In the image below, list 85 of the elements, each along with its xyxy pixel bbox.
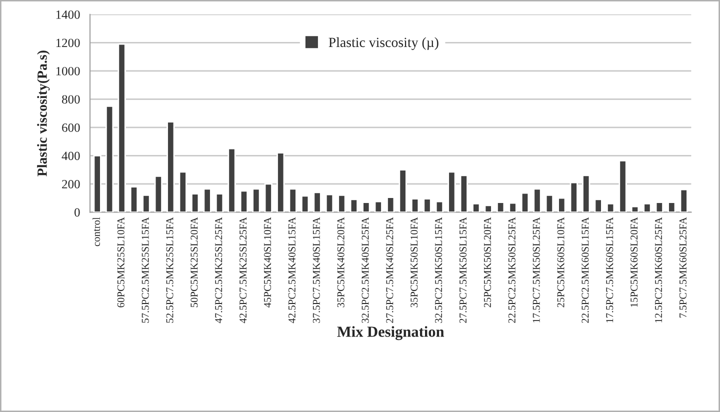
x-tick-label: 32.5PC2.5MK40SL25FA <box>362 217 369 323</box>
x-tick-label: 50PC5MK25SL20FA <box>190 217 198 308</box>
bar <box>325 194 334 212</box>
bar <box>680 188 688 212</box>
y-tick-label: 1000 <box>56 66 80 76</box>
bar <box>386 196 395 212</box>
y-tick-label: 600 <box>62 123 80 132</box>
bar <box>472 203 480 212</box>
x-tick-label: 42.5PC7.5MK25SL25FA <box>240 217 247 324</box>
legend-label: Plastic viscosity (µ) <box>328 37 438 50</box>
bar <box>496 202 505 212</box>
bar <box>582 174 590 212</box>
x-tick-label: 22.5PC2.5MK50SL25FA <box>508 217 516 323</box>
bar <box>460 174 468 212</box>
bar <box>655 202 664 212</box>
bar <box>398 169 407 212</box>
bar <box>191 193 200 212</box>
bar <box>520 192 530 212</box>
bar <box>288 188 297 212</box>
x-tick-label: control <box>92 217 100 246</box>
x-tick-label: 35PC5MK40SL20FA <box>337 217 344 308</box>
bar <box>668 202 676 212</box>
bar <box>594 198 602 212</box>
bar <box>338 194 346 212</box>
x-tick-label: 45PC5MK40SL10FA <box>264 217 272 308</box>
bar <box>166 121 175 212</box>
x-axis-title: Mix Designation <box>337 326 444 340</box>
bar <box>240 190 248 212</box>
bar <box>118 43 126 212</box>
x-tick-label: 42.5PC2.5MK40SL15FA <box>288 217 296 324</box>
bar <box>93 154 102 212</box>
x-tick-label: 57.5PC2.5MK25SL15FA <box>142 217 149 323</box>
bar <box>606 203 615 212</box>
bar <box>484 204 492 212</box>
x-tick-label: 25PC5MK60SL10FA <box>557 217 564 308</box>
x-tick-label: 60PC5MK25SL10FA <box>117 217 124 308</box>
bar <box>410 198 420 212</box>
x-tick-label: 52.5PC7.5MK25SL15FA <box>166 217 174 323</box>
bar <box>142 194 150 212</box>
bar <box>435 200 444 212</box>
bar <box>570 182 578 212</box>
x-tick-label: 47.5PC2.5MK25SL25FA <box>215 217 222 324</box>
bar <box>630 206 640 212</box>
bar <box>545 194 554 212</box>
bar <box>154 175 162 212</box>
bar <box>618 160 627 212</box>
x-tick-label: 22.5PC2.5MK60SL15FA <box>582 217 589 323</box>
x-tick-label: 37.5PC7.5MK40SL15FA <box>312 217 320 323</box>
bar <box>252 188 260 212</box>
bar <box>215 193 224 212</box>
bar <box>276 152 285 212</box>
bar <box>350 198 358 212</box>
bar <box>228 148 236 212</box>
bar <box>264 183 272 212</box>
y-tick-label: 400 <box>62 152 80 160</box>
x-tick-label: 12.5PC2.5MK60SL25FA <box>655 217 662 322</box>
y-tick-label: 800 <box>62 95 80 104</box>
x-tick-label: 35PC5MK50SL10FA <box>410 217 418 308</box>
x-tick-label: 27.5PC7.5MK50SL15FA <box>459 217 467 323</box>
x-tick-label: 15PC5MK60SL20FA <box>630 217 638 307</box>
bar <box>448 171 456 212</box>
bar <box>558 197 566 212</box>
bar <box>105 106 114 212</box>
bar <box>203 188 212 212</box>
bar <box>423 198 432 212</box>
x-tick-label: 17.5PC7.5MK60SL15FA <box>606 217 614 322</box>
x-tick-label: 25PC5MK50SL20FA <box>484 217 491 308</box>
x-tick-label: 7.5PC7.5MK60SL25FA <box>679 217 687 318</box>
y-tick-label: 0 <box>74 208 80 217</box>
y-tick-label: 1400 <box>56 10 80 19</box>
bar <box>374 200 382 212</box>
bar <box>301 195 310 212</box>
bar <box>533 188 542 212</box>
bar <box>313 192 322 212</box>
y-tick-label: 1200 <box>56 38 80 48</box>
bar <box>362 202 370 212</box>
x-tick-label: 27.5PC7.5MK40SL25FA <box>386 217 394 323</box>
bar <box>130 186 138 212</box>
y-axis-title: Plastic viscosity(Pa.s) <box>37 50 50 176</box>
x-tick-label: 17.5PC7.5MK50SL25FA <box>532 217 540 322</box>
y-tick-label: 200 <box>62 180 80 188</box>
x-tick-label: 32.5PC2.5MK50SL15FA <box>435 217 442 323</box>
bar <box>508 202 517 212</box>
bar <box>178 171 187 212</box>
bar <box>643 203 652 212</box>
